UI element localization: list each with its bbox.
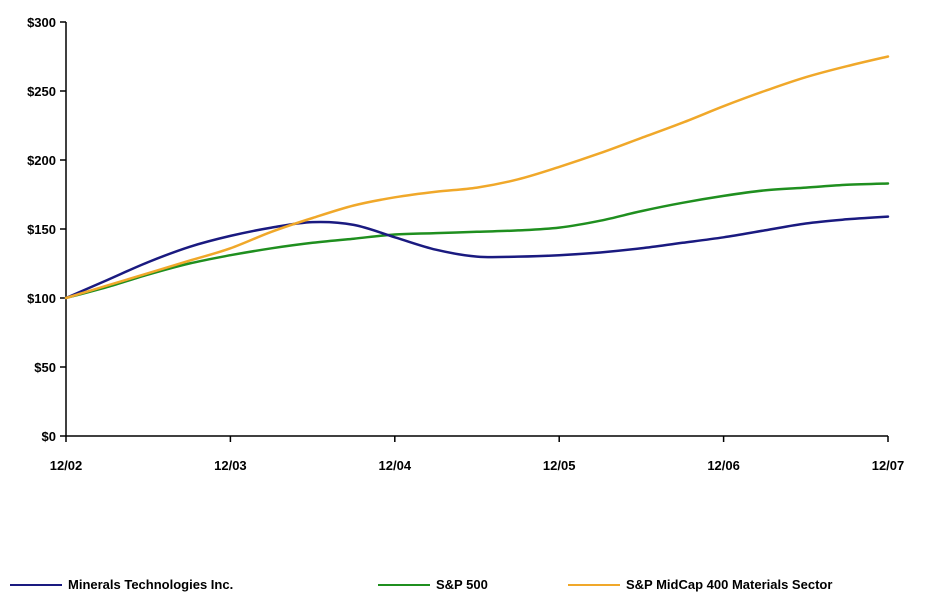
- x-tick-label: 12/03: [214, 458, 247, 473]
- chart-legend: Minerals Technologies Inc. S&P 500 S&P M…: [0, 577, 940, 597]
- series-line-0: [64, 215, 890, 300]
- legend-item-midcap: S&P MidCap 400 Materials Sector: [568, 577, 832, 592]
- legend-swatch-sp500: [378, 583, 430, 586]
- y-tick-label: $50: [34, 360, 56, 375]
- x-tick-label: 12/06: [707, 458, 740, 473]
- y-tick-label: $200: [27, 153, 56, 168]
- x-tick-label: 12/02: [50, 458, 83, 473]
- y-tick-label: $250: [27, 84, 56, 99]
- legend-swatch-minerals: [10, 583, 62, 586]
- legend-item-minerals: Minerals Technologies Inc.: [10, 577, 233, 592]
- series-line-2: [64, 55, 890, 300]
- legend-swatch-midcap: [568, 583, 620, 586]
- y-tick-label: $150: [27, 222, 56, 237]
- y-tick-label: $300: [27, 15, 56, 30]
- legend-label-sp500: S&P 500: [436, 577, 488, 592]
- x-tick-label: 12/07: [872, 458, 905, 473]
- legend-label-midcap: S&P MidCap 400 Materials Sector: [626, 577, 833, 592]
- y-tick-label: $0: [42, 429, 56, 444]
- series-line-1: [64, 182, 890, 300]
- legend-label-minerals: Minerals Technologies Inc.: [68, 577, 234, 592]
- chart-series-group: [64, 55, 890, 300]
- y-tick-label: $100: [27, 291, 56, 306]
- x-tick-label: 12/04: [379, 458, 412, 473]
- x-tick-label: 12/05: [543, 458, 576, 473]
- legend-item-sp500: S&P 500: [378, 577, 488, 592]
- chart-ticks: $0 $50 $100 $150 $200 $250 $300 12/02 12/03 12/04…: [27, 15, 904, 473]
- chart-axes: [65, 22, 888, 437]
